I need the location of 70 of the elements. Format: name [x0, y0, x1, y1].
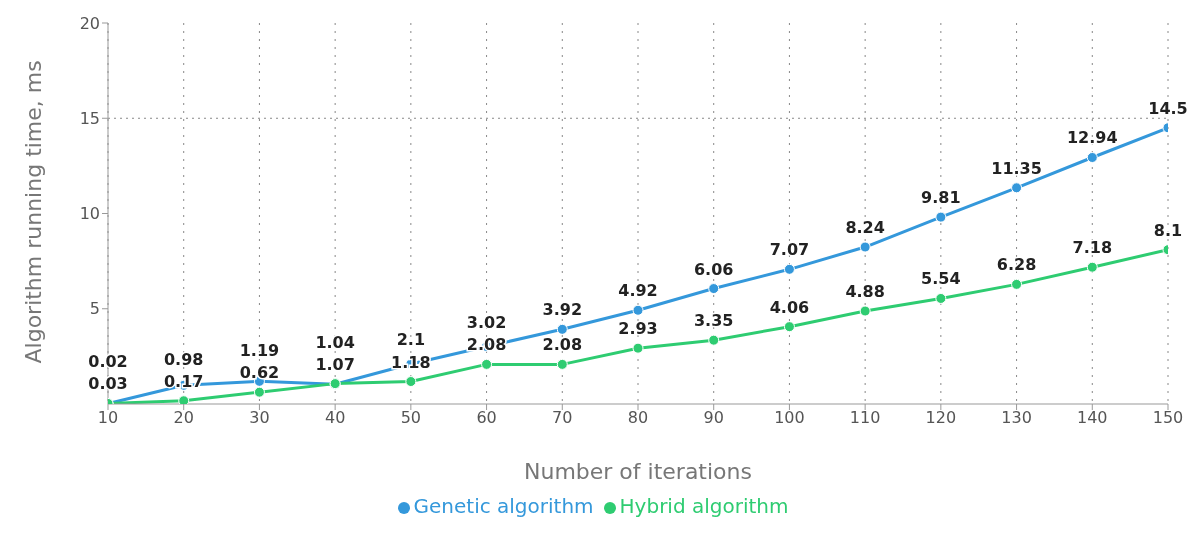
point — [253, 386, 265, 398]
x-tick-label: 40 — [324, 408, 346, 428]
x-tick-label: 90 — [703, 408, 724, 428]
y-tick-label: 15 — [79, 108, 100, 128]
data-label: 7.18 — [1072, 238, 1113, 258]
data-label: 2.08 — [542, 335, 583, 355]
x-tick-label: 110 — [849, 408, 881, 428]
point — [859, 305, 871, 317]
x-tick-label: 70 — [552, 408, 573, 428]
point — [632, 342, 644, 354]
y-tick-label: 20 — [79, 13, 100, 33]
point — [935, 211, 947, 223]
x-tick-label: 150 — [1152, 408, 1184, 428]
legend-label: Hybrid algorithm — [619, 494, 789, 518]
point — [632, 304, 644, 316]
data-label: 2.1 — [396, 330, 426, 350]
point — [1011, 278, 1023, 290]
point — [708, 334, 720, 346]
data-label: 9.81 — [921, 188, 961, 208]
data-label: 12.94 — [1066, 128, 1118, 148]
point — [1086, 151, 1098, 163]
data-label: 6.28 — [996, 255, 1037, 275]
data-label: 11.35 — [991, 158, 1042, 178]
x-tick-label: 120 — [925, 408, 957, 428]
data-label: 1.19 — [239, 341, 280, 361]
data-label: 1.04 — [315, 332, 355, 352]
x-tick-label: 80 — [627, 408, 649, 428]
x-axis-title: Number of iterations — [524, 459, 752, 484]
point — [556, 358, 568, 370]
data-label: 4.06 — [769, 297, 810, 317]
y-axis-title: Algorithm running time, ms — [20, 60, 46, 364]
x-tick-label: 20 — [173, 408, 194, 428]
point — [859, 241, 871, 253]
data-label: 0.62 — [239, 363, 280, 383]
data-label: 3.02 — [466, 313, 507, 333]
data-label: 4.88 — [845, 282, 885, 302]
y-tick-label: 5 — [89, 299, 100, 319]
x-tick-label: 100 — [774, 408, 805, 428]
data-label: 6.06 — [693, 259, 734, 279]
data-label: 3.35 — [693, 311, 734, 331]
x-tick-label: 60 — [476, 408, 497, 428]
point — [405, 376, 417, 388]
data-label: 1.07 — [315, 354, 355, 374]
data-label: 4.92 — [618, 281, 658, 301]
data-label: 8.24 — [845, 218, 885, 238]
point — [1086, 261, 1098, 273]
point — [1011, 182, 1023, 194]
data-label: 0.98 — [163, 349, 204, 369]
data-label: 8.1 — [1153, 220, 1183, 240]
data-label: 0.03 — [88, 374, 128, 394]
data-label: 5.54 — [921, 269, 961, 289]
x-tick-label: 10 — [97, 408, 119, 428]
point — [708, 283, 720, 295]
point — [935, 292, 947, 304]
point — [556, 323, 568, 335]
data-label: 2.93 — [618, 319, 658, 339]
data-label: 0.02 — [88, 352, 128, 372]
data-label: 14.5 — [1148, 98, 1188, 118]
point — [481, 358, 493, 370]
x-tick-label: 30 — [249, 408, 270, 428]
x-tick-label: 130 — [1001, 408, 1032, 428]
legend-label: Genetic algorithm — [413, 494, 594, 518]
data-label: 3.92 — [542, 300, 583, 320]
data-label: 7.07 — [769, 240, 810, 260]
point — [783, 263, 795, 275]
x-tick-label: 50 — [400, 408, 422, 428]
point — [783, 321, 795, 333]
point — [178, 395, 190, 404]
y-tick-label: 10 — [79, 204, 100, 224]
x-tick-label: 140 — [1077, 408, 1108, 428]
